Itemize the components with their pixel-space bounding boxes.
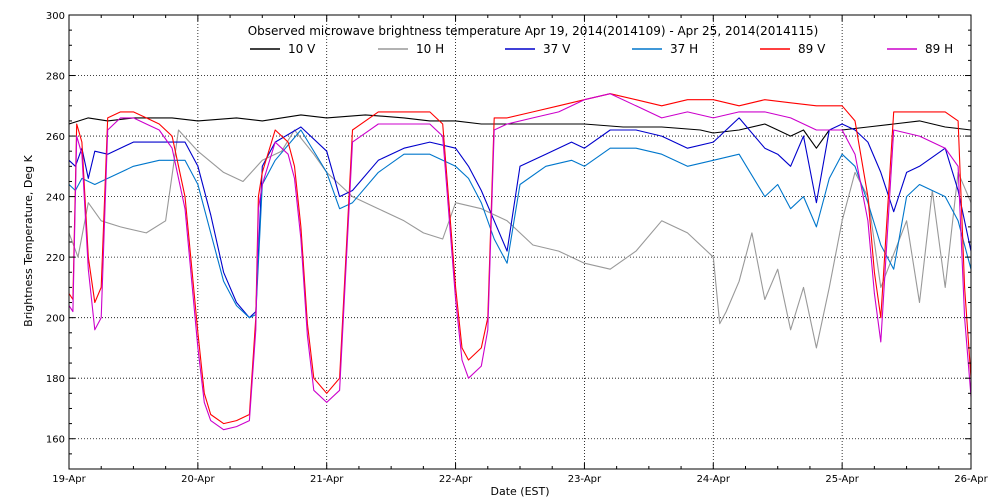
y-tick-label: 260 — [46, 132, 65, 143]
data-series — [68, 93, 972, 431]
y-tick-label: 300 — [46, 11, 65, 22]
legend-label: 10 H — [416, 42, 444, 56]
legend-label: 89 V — [798, 42, 826, 56]
x-tick-label: 19-Apr — [52, 474, 86, 485]
chart-title: Observed microwave brightness temperatur… — [248, 24, 819, 38]
x-tick-label: 22-Apr — [439, 474, 473, 485]
y-axis-title: Brightness Temperature, Deg K — [22, 154, 35, 326]
x-tick-label: 25-Apr — [825, 474, 859, 485]
x-tick-label: 23-Apr — [568, 474, 602, 485]
x-tick-label: 26-Apr — [954, 474, 988, 485]
y-tick-label: 180 — [46, 374, 65, 385]
x-tick-label: 20-Apr — [181, 474, 215, 485]
series-line-37-v — [68, 117, 972, 319]
legend-label: 37 H — [670, 42, 698, 56]
y-tick-label: 280 — [46, 72, 65, 83]
y-tick-label: 160 — [46, 435, 65, 446]
legend-label: 89 H — [925, 42, 953, 56]
series-line-89-h — [68, 93, 972, 431]
legend: 10 V 10 H 37 V 37 H 89 V 89 H — [250, 42, 953, 56]
y-tick-label: 200 — [46, 314, 65, 325]
legend-label: 37 V — [543, 42, 571, 56]
axes: 160 180 200 220 240 260 280 300 19-Apr 20-Apr 21-A… — [46, 11, 989, 485]
y-tick-label: 220 — [46, 253, 65, 264]
x-tick-label: 24-Apr — [697, 474, 731, 485]
series-line-10-h — [68, 129, 972, 349]
x-axis-title: Date (EST) — [490, 485, 549, 498]
grid-lines — [69, 15, 971, 469]
x-tick-label: 21-Apr — [310, 474, 344, 485]
y-tick-label: 240 — [46, 193, 65, 204]
series-line-37-h — [68, 129, 972, 319]
series-line-89-v — [68, 93, 972, 425]
legend-label: 10 V — [288, 42, 316, 56]
